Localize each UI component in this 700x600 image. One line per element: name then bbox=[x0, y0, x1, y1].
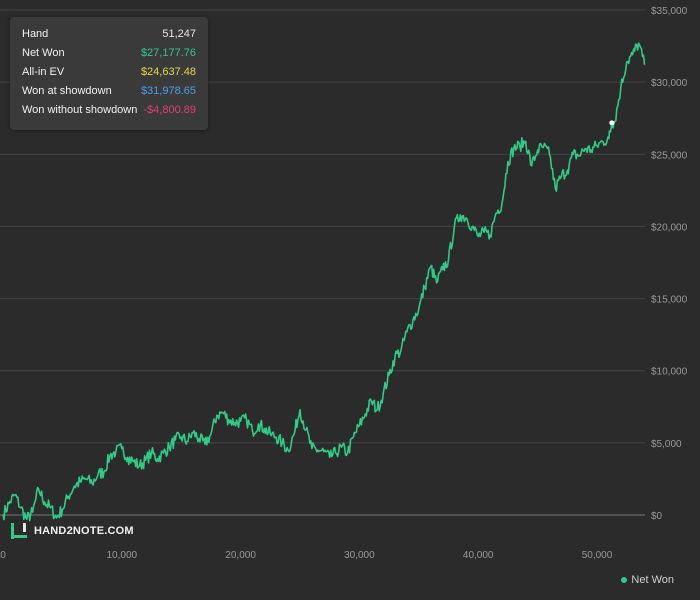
y-tick-label: $10,000 bbox=[651, 367, 688, 378]
net-won-series-line bbox=[2, 42, 646, 522]
y-tick-label: $35,000 bbox=[651, 6, 688, 17]
x-tick-label: 30,000 bbox=[344, 550, 375, 561]
tooltip-label: All-in EV bbox=[22, 66, 65, 78]
x-tick-label: 50,000 bbox=[582, 550, 613, 561]
tooltip-value: -$4,800.89 bbox=[143, 104, 196, 116]
hand2note-logo: HAND2NOTE.COM bbox=[10, 522, 134, 540]
hover-tooltip: Hand 51,247 Net Won $27,177.76 All-in EV… bbox=[10, 17, 208, 130]
x-tick-label: 0 bbox=[0, 550, 6, 561]
y-tick-label: $25,000 bbox=[651, 150, 688, 161]
tooltip-row-net-won: Net Won $27,177.76 bbox=[22, 44, 196, 63]
hover-point-marker[interactable] bbox=[609, 120, 615, 126]
x-tick-label: 40,000 bbox=[463, 550, 494, 561]
x-tick-label: 10,000 bbox=[107, 550, 138, 561]
x-tick-label: 20,000 bbox=[225, 550, 256, 561]
tooltip-row-won-without-showdown: Won without showdown -$4,800.89 bbox=[22, 101, 196, 120]
tooltip-value: $27,177.76 bbox=[140, 47, 196, 59]
h2n-logo-icon bbox=[11, 523, 27, 539]
chart-legend[interactable]: Net Won bbox=[621, 574, 674, 586]
tooltip-value: $24,637.48 bbox=[140, 66, 196, 78]
tooltip-label: Hand bbox=[22, 28, 49, 40]
tooltip-row-won-at-showdown: Won at showdown $31,978.65 bbox=[22, 82, 196, 101]
logo-text: HAND2NOTE.COM bbox=[34, 525, 134, 537]
tooltip-label: Won without showdown bbox=[22, 104, 138, 116]
x-axis-ticks: 0 10,000 20,000 30,000 40,000 50,000 bbox=[0, 550, 613, 561]
tooltip-label: Won at showdown bbox=[22, 85, 112, 97]
y-axis-ticks: $0 $5,000 $10,000 $15,000 $20,000 $25,000 $30,… bbox=[651, 6, 688, 522]
y-tick-label: $30,000 bbox=[651, 78, 688, 89]
series-layer bbox=[2, 42, 646, 522]
y-tick-label: $5,000 bbox=[651, 439, 682, 450]
y-tick-label: $15,000 bbox=[651, 295, 688, 306]
y-tick-label: $0 bbox=[651, 511, 663, 522]
y-tick-label: $20,000 bbox=[651, 222, 688, 233]
legend-marker-icon bbox=[621, 577, 628, 583]
tooltip-label: Net Won bbox=[22, 47, 65, 59]
tooltip-value: $31,978.65 bbox=[140, 85, 196, 97]
legend-label: Net Won bbox=[631, 574, 674, 586]
tooltip-row-hand: Hand 51,247 bbox=[22, 25, 196, 44]
tooltip-row-all-in-ev: All-in EV $24,637.48 bbox=[22, 63, 196, 82]
tooltip-value: 51,247 bbox=[162, 28, 196, 40]
